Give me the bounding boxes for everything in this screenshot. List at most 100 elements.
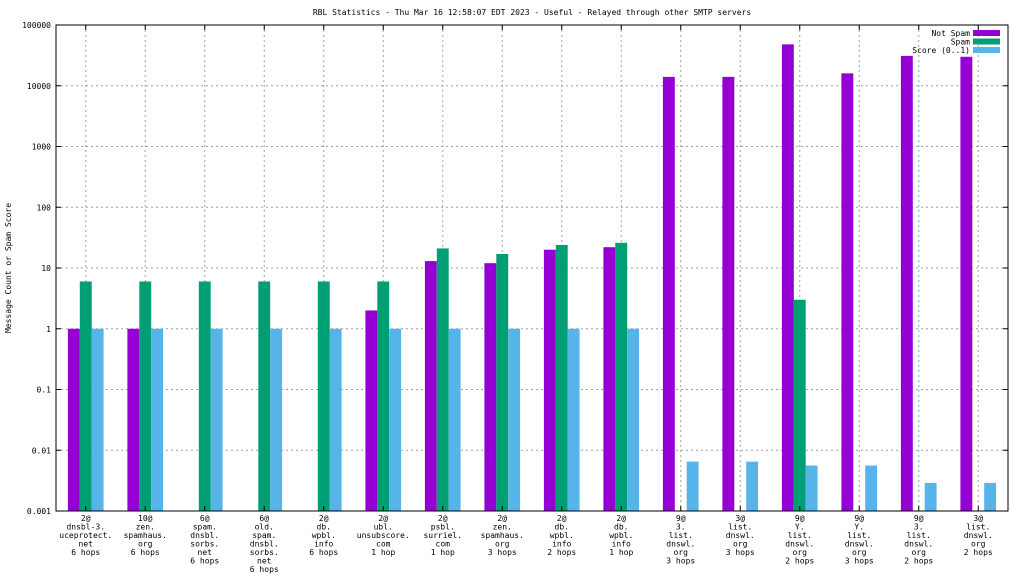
x-tick-label-line: 6 hops — [71, 548, 100, 557]
x-tick-label: 9@ 3. list. dnswl. org 3 hops — [666, 514, 695, 566]
x-tick-label-line: wpbl. — [609, 531, 633, 540]
x-tick-label-line: Y. — [795, 523, 805, 532]
bar-score-0-1 — [448, 328, 461, 511]
x-tick-label: 2@ zen. spamhaus. org 3 hops — [481, 514, 524, 557]
x-tick-label-line: db. — [317, 523, 331, 532]
x-tick-label-line: sorbs. — [190, 540, 219, 549]
x-tick-label-line: org — [733, 540, 748, 549]
bar-score-0-1 — [270, 328, 283, 511]
bar-not-spam — [900, 55, 913, 511]
bar-spam — [377, 281, 390, 511]
y-tick-label: 0.001 — [27, 507, 51, 516]
bar-spam — [258, 281, 271, 511]
bar-score-0-1 — [627, 328, 640, 511]
x-tick-label-line: 6 hops — [250, 565, 279, 574]
x-tick-label-line: 3 hops — [666, 557, 695, 566]
x-tick-label-line: uceprotect. — [59, 531, 112, 540]
x-tick-label-line: 6@ — [200, 514, 210, 523]
x-tick-label-line: info — [552, 540, 571, 549]
x-tick-label: 6@ spam. dnsbl. sorbs. net 6 hops — [190, 514, 219, 566]
x-tick-label-line: 10@ — [138, 514, 153, 523]
x-tick-label: 6@ old. spam. dnsbl. sorbs. net 6 hops — [250, 514, 279, 574]
x-tick-label-line: list. — [728, 523, 752, 532]
legend-swatch — [973, 47, 1000, 53]
y-tick-label: 0.01 — [32, 446, 51, 455]
x-tick-label-line: 1 hop — [371, 548, 395, 557]
bar-not-spam — [484, 263, 497, 511]
x-tick-label: 2@ dnsbl-3. uceprotect. net 6 hops — [59, 514, 112, 557]
x-tick-label-line: org — [495, 540, 510, 549]
y-axis-label: Message Count or Spam Score — [4, 203, 13, 333]
bar-score-0-1 — [746, 461, 759, 511]
x-tick-label-line: 9@ — [854, 514, 864, 523]
bar-spam — [436, 248, 449, 511]
x-tick-label-line: wpbl. — [550, 531, 574, 540]
bar-score-0-1 — [686, 461, 699, 511]
x-tick-label-line: Y. — [854, 523, 864, 532]
x-tick-label-line: 3. — [676, 523, 686, 532]
legend-label: Score (0..1) — [912, 46, 970, 55]
bar-not-spam — [781, 44, 794, 511]
x-tick-label-line: wpbl. — [312, 531, 336, 540]
bar-not-spam — [841, 73, 854, 512]
x-tick-label-line: unsubscore. — [357, 531, 410, 540]
legend-label: Not Spam — [931, 29, 970, 38]
x-tick-label-line: dnswl. — [904, 540, 933, 549]
bar-score-0-1 — [91, 328, 104, 511]
x-tick-label-line: net — [198, 548, 213, 557]
bar-spam — [793, 299, 806, 511]
bar-not-spam — [603, 247, 616, 511]
x-tick-label-line: com — [376, 540, 391, 549]
x-tick-label-line: 2 hops — [904, 557, 933, 566]
bar-spam — [615, 242, 628, 511]
x-tick-label-line: 6 hops — [190, 557, 219, 566]
bar-spam — [198, 281, 211, 511]
bar-not-spam — [424, 261, 437, 511]
y-tick-label: 100 — [37, 203, 52, 212]
x-tick-label-line: db. — [614, 523, 628, 532]
x-tick-label: 2@ db. wpbl. info 6 hops — [309, 514, 338, 557]
x-tick-label-line: info — [612, 540, 631, 549]
x-tick-label-line: dnswl. — [845, 540, 874, 549]
x-tick-label-line: dnswl. — [666, 540, 695, 549]
x-tick-label-line: 1 hop — [609, 548, 633, 557]
bar-score-0-1 — [805, 465, 818, 511]
x-tick-label-line: 2@ — [81, 514, 91, 523]
legend-label: Spam — [951, 38, 970, 47]
x-tick-label-line: 9@ — [795, 514, 805, 523]
x-tick-label: 2@ db. wpbl. info 2 hops — [547, 514, 576, 557]
bar-not-spam — [67, 328, 80, 511]
bar-not-spam — [127, 328, 140, 511]
x-tick-label: 9@ Y. list. dnswl. org 3 hops — [845, 514, 874, 566]
chart-title: RBL Statistics - Thu Mar 16 12:58:07 EDT… — [313, 8, 751, 17]
x-tick-label-line: 3. — [914, 523, 924, 532]
x-tick-label-line: 3 hops — [845, 557, 874, 566]
x-tick-label-line: 2@ — [557, 514, 567, 523]
x-tick-label-line: list. — [788, 531, 812, 540]
y-tick-label: 0.1 — [37, 386, 52, 395]
x-tick-label-line: spamhaus. — [481, 531, 524, 540]
x-tick-label-line: zen. — [136, 523, 155, 532]
x-tick-label: 10@ zen. spamhaus. org 6 hops — [124, 514, 167, 557]
x-tick-label-line: surriel. — [423, 531, 462, 540]
bar-spam — [79, 281, 92, 511]
x-tick-label-line: zen. — [493, 523, 512, 532]
x-tick-label-line: org — [912, 548, 927, 557]
bar-score-0-1 — [508, 328, 521, 511]
x-tick-label-line: list. — [847, 531, 871, 540]
x-tick-label-line: dnsbl. — [190, 531, 219, 540]
x-tick-label-line: spamhaus. — [124, 531, 167, 540]
x-tick-label: 2@ psbl. surriel. com 1 hop — [423, 514, 462, 557]
x-tick-label: 3@ list. dnswl. org 2 hops — [964, 514, 993, 557]
bar-spam — [555, 244, 568, 511]
x-tick-label-line: spam. — [193, 523, 217, 532]
x-tick-label-line: org — [793, 548, 808, 557]
bar-not-spam — [722, 76, 735, 512]
x-tick-label-line: dnswl. — [785, 540, 814, 549]
x-tick-label: 2@ ubl. unsubscore. com 1 hop — [357, 514, 410, 557]
x-tick-label: 3@ list. dnswl. org 3 hops — [726, 514, 755, 557]
